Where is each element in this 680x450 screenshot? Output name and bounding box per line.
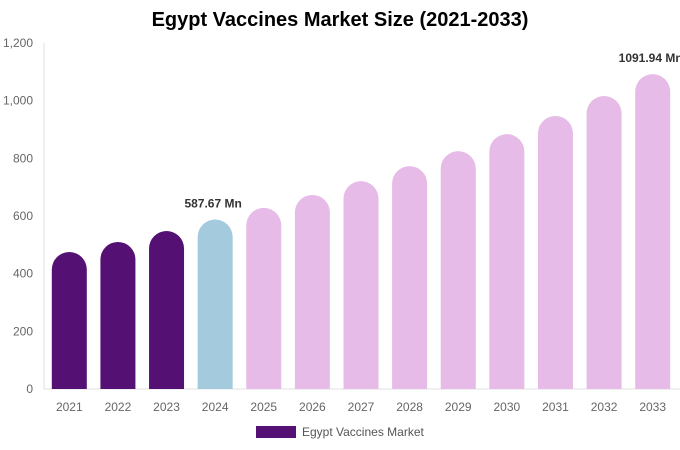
bar-2031 [537, 115, 573, 389]
y-tick-label: 0 [26, 382, 33, 396]
x-tick-label: 2026 [299, 400, 326, 414]
y-tick-label: 1,000 [3, 94, 33, 108]
bar-2022 [100, 241, 136, 389]
bar-2029 [440, 151, 476, 389]
legend-label: Egypt Vaccines Market [302, 425, 424, 439]
x-tick-label: 2027 [348, 400, 375, 414]
x-tick-label: 2023 [153, 400, 180, 414]
bar-2021 [51, 252, 87, 389]
y-tick-label: 200 [13, 324, 33, 338]
x-tick-label: 2030 [493, 400, 520, 414]
legend-swatch [256, 426, 296, 438]
bar-2028 [392, 166, 428, 389]
x-tick-label: 2029 [445, 400, 472, 414]
x-tick-label: 2022 [105, 400, 132, 414]
y-tick-label: 400 [13, 267, 33, 281]
data-label-2024: 587.67 Mn [184, 197, 241, 211]
bar-2023 [149, 230, 185, 389]
bar-2030 [489, 134, 525, 389]
x-tick-label: 2028 [396, 400, 423, 414]
bar-2026 [294, 194, 330, 389]
y-tick-label: 600 [13, 209, 33, 223]
bar-2024 [197, 219, 233, 389]
bar-2033 [635, 74, 671, 390]
x-tick-label: 2031 [542, 400, 569, 414]
bar-2025 [246, 207, 282, 389]
chart-title: Egypt Vaccines Market Size (2021-2033) [151, 9, 529, 31]
x-tick-label: 2025 [250, 400, 277, 414]
bar-2027 [343, 181, 379, 389]
x-tick-label: 2021 [56, 400, 83, 414]
y-tick-label: 1,200 [3, 36, 33, 50]
data-label-2033: 1091.94 Mn [619, 51, 680, 65]
x-tick-label: 2033 [639, 400, 666, 414]
legend[interactable]: Egypt Vaccines Market [256, 425, 424, 439]
x-tick-label: 2024 [202, 400, 229, 414]
x-tick-label: 2032 [591, 400, 618, 414]
y-tick-label: 800 [13, 151, 33, 165]
bar-2032 [586, 96, 622, 389]
